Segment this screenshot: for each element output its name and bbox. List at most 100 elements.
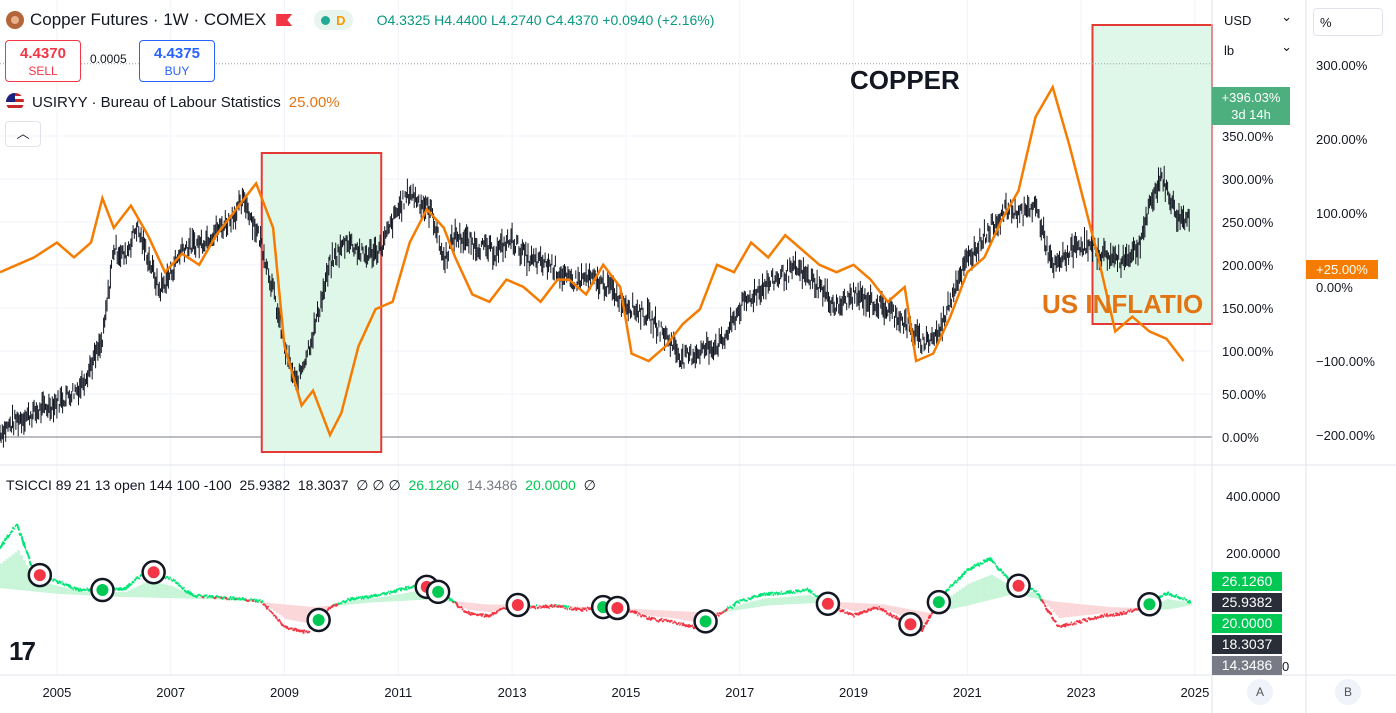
- osc-line-seg: [559, 604, 562, 609]
- osc-line-seg: [409, 585, 413, 589]
- symbol-title[interactable]: Copper Futures · 1W · COMEX: [30, 10, 267, 29]
- osc-line-seg: [133, 578, 137, 582]
- osc-band-slice: [477, 603, 481, 612]
- osc-v6: ∅: [583, 477, 596, 493]
- osc-line-seg: [1097, 616, 1100, 619]
- osc-band-slice: [1095, 605, 1099, 614]
- osc-line-seg: [871, 606, 875, 610]
- osc-band-slice: [782, 597, 786, 605]
- osc-line-seg: [1082, 617, 1086, 621]
- signal-dot-2: [96, 584, 109, 597]
- osc-line-seg: [952, 581, 956, 585]
- osc-band-slice: [867, 603, 871, 609]
- osc-tick-200: 200.0000: [1226, 546, 1280, 561]
- osc-band-slice: [790, 596, 794, 605]
- x-tick-2023: 2023: [1067, 685, 1096, 700]
- osc-band-slice: [864, 603, 868, 610]
- osc-line-seg: [876, 608, 880, 611]
- osc-band-slice: [1029, 591, 1033, 598]
- osc-line-seg: [273, 614, 277, 617]
- osc-line-seg: [235, 597, 239, 601]
- osc-line-seg: [347, 598, 351, 601]
- osc-line-seg: [688, 624, 692, 628]
- osc-line-seg: [540, 606, 543, 610]
- osc-line-seg: [545, 604, 549, 609]
- y-tick-a-5: 250.00%: [1222, 215, 1274, 230]
- osc-band-slice: [409, 592, 413, 601]
- copper-logo-icon: [6, 11, 24, 29]
- osc-band-slice: [955, 591, 959, 608]
- osc-tag-18-text: 18.3037: [1221, 636, 1273, 652]
- osc-line-seg: [401, 587, 404, 590]
- signal-dot-12: [904, 618, 917, 631]
- osc-line-seg: [1165, 592, 1169, 596]
- osc-line-seg: [229, 595, 232, 599]
- osc-band-slice: [714, 612, 718, 617]
- osc-band-slice: [896, 606, 900, 615]
- osc-band-slice: [258, 601, 262, 603]
- osc-band-slice: [162, 584, 166, 598]
- osc-line-seg: [809, 590, 813, 594]
- osc-band-slice: [785, 597, 789, 605]
- oscillator-legend[interactable]: TSICCI 89 21 13 open 144 100 -100 25.938…: [6, 477, 596, 494]
- osc-line-seg: [661, 619, 665, 623]
- osc-band-slice: [5, 558, 9, 589]
- osc-band-slice: [71, 589, 75, 595]
- osc-band-slice: [364, 599, 368, 604]
- tradingview-logo-icon[interactable]: 17: [9, 636, 36, 666]
- osc-line-seg: [480, 613, 484, 617]
- osc-line-seg: [1035, 590, 1038, 593]
- osc-band-slice: [1092, 605, 1096, 615]
- overlay-legend[interactable]: USIRYY · Bureau of Labour Statistics 25.…: [6, 93, 340, 111]
- inflation-tag: +25.00%: [1306, 260, 1378, 279]
- osc-line-seg: [336, 603, 339, 606]
- x-tick-2005: 2005: [42, 685, 71, 700]
- osc-band-slice: [665, 610, 669, 618]
- buy-button[interactable]: 4.4375 BUY: [139, 40, 215, 82]
- osc-line-seg: [776, 591, 780, 596]
- osc-band-slice: [731, 608, 735, 611]
- osc-line-seg: [1134, 607, 1138, 611]
- pane-a-button[interactable]: A: [1247, 679, 1273, 705]
- pane-b-button[interactable]: B: [1335, 679, 1361, 705]
- osc-line-seg: [693, 626, 696, 630]
- osc-line-seg: [57, 581, 60, 585]
- osc-band-slice: [1166, 599, 1170, 610]
- osc-band-slice: [187, 593, 191, 599]
- osc-band-slice: [805, 595, 809, 604]
- signal-dot-10: [699, 615, 712, 628]
- osc-line-seg: [1066, 623, 1070, 627]
- osc-line-seg: [551, 605, 554, 609]
- data-indicator[interactable]: D: [314, 10, 353, 30]
- osc-line-seg: [207, 595, 211, 598]
- osc-line-seg: [226, 597, 230, 601]
- osc-line-seg: [173, 579, 177, 582]
- currency-select[interactable]: USD: [1218, 4, 1300, 34]
- unit-select[interactable]: lb: [1218, 34, 1300, 64]
- scale-mode-select[interactable]: %: [1313, 8, 1383, 36]
- osc-line-seg: [584, 607, 587, 610]
- osc-line-seg: [354, 597, 357, 601]
- osc-band-slice: [19, 555, 23, 591]
- osc-line-seg: [368, 595, 371, 598]
- osc-line-seg: [1071, 623, 1074, 626]
- sell-button[interactable]: 4.4370 SELL: [5, 40, 81, 82]
- y-tick-a-0: 0.00%: [1222, 430, 1259, 445]
- osc-band-slice: [261, 601, 265, 604]
- y-tick-a-4: 200.00%: [1222, 258, 1274, 273]
- osc-line-seg: [1032, 589, 1036, 592]
- collapse-legend-button[interactable]: ︿: [5, 121, 41, 147]
- osc-line-seg: [947, 588, 950, 592]
- osc-line-seg: [224, 596, 228, 600]
- osc-band-slice: [742, 603, 746, 610]
- osc-line-seg: [470, 611, 474, 616]
- osc-line-seg: [253, 598, 256, 601]
- copper-bars: [0, 165, 1190, 448]
- osc-band-slice: [466, 602, 470, 610]
- osc-line-seg: [563, 607, 567, 610]
- osc-band-slice: [1115, 607, 1119, 613]
- osc-line-seg: [761, 593, 765, 597]
- osc-line-seg: [164, 577, 167, 580]
- flag-icon[interactable]: [276, 14, 293, 26]
